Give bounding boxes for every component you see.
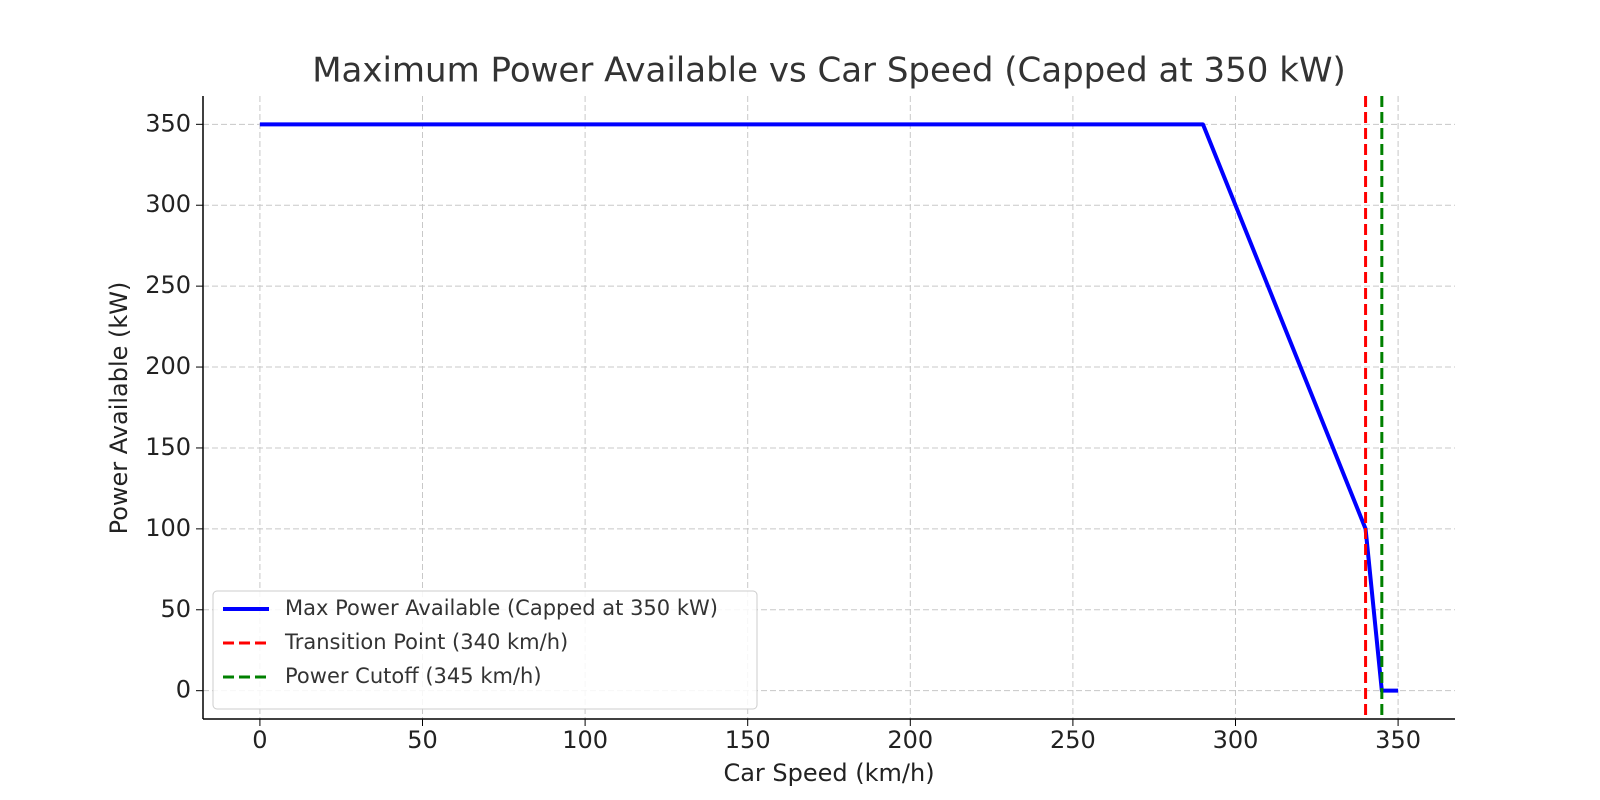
x-tick-label: 150	[725, 726, 771, 754]
x-tick-label: 200	[887, 726, 933, 754]
legend-label: Power Cutoff (345 km/h)	[285, 664, 542, 688]
y-tick-label: 250	[145, 271, 191, 299]
legend-label: Transition Point (340 km/h)	[284, 630, 568, 654]
y-tick-label: 150	[145, 433, 191, 461]
x-tick-label: 0	[252, 726, 267, 754]
y-tick-label: 0	[176, 676, 191, 704]
y-tick-label: 200	[145, 352, 191, 380]
x-tick-label: 50	[407, 726, 438, 754]
x-tick-label: 250	[1050, 726, 1096, 754]
x-tick-label: 100	[562, 726, 608, 754]
x-tick-label: 300	[1213, 726, 1259, 754]
y-tick-label: 100	[145, 514, 191, 542]
y-tick-label: 350	[145, 109, 191, 137]
y-tick-label: 50	[160, 595, 191, 623]
y-tick-label: 300	[145, 190, 191, 218]
y-axis-label: Power Available (kW)	[105, 282, 133, 535]
legend-label: Max Power Available (Capped at 350 kW)	[285, 596, 718, 620]
x-axis-label: Car Speed (km/h)	[723, 759, 934, 787]
x-tick-label: 350	[1375, 726, 1421, 754]
chart-title: Maximum Power Available vs Car Speed (Ca…	[312, 51, 1346, 91]
legend-box	[212, 590, 758, 710]
